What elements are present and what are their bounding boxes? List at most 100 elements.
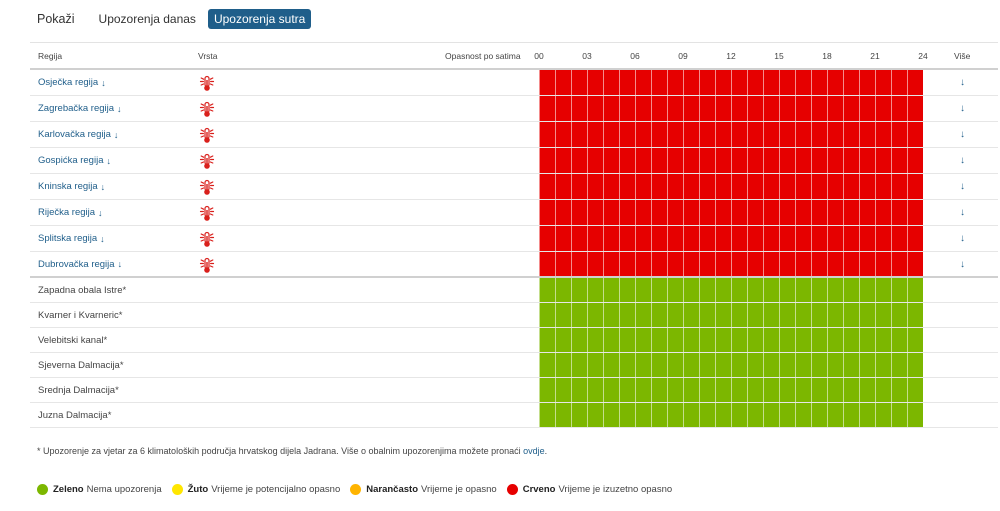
arrow-down-icon: ↓: [100, 233, 105, 244]
arrow-down-icon: ↓: [106, 155, 111, 166]
header-hazard: Opasnost po satima: [445, 51, 521, 61]
arrow-down-icon: ↓: [98, 207, 103, 218]
table-row: Srednja Dalmacija*: [30, 378, 998, 403]
legend-dot-red: [506, 484, 518, 495]
hazard-bar-green: [539, 353, 923, 377]
region-link[interactable]: Karlovačka regija ↓: [38, 122, 118, 147]
show-bar: Pokaži Upozorenja danas Upozorenja sutra: [37, 9, 317, 29]
show-label: Pokaži: [37, 12, 75, 26]
hour-tick: 21: [870, 51, 880, 61]
legend-dot-green: [37, 484, 48, 495]
sea-area-name: Velebitski kanal*: [38, 334, 108, 346]
heat-thermometer-icon: [198, 230, 216, 248]
hazard-bar-green: [539, 328, 923, 352]
hazard-bar-green: [539, 378, 923, 402]
heat-thermometer-icon: [198, 126, 216, 144]
hazard-bar-red: [539, 70, 923, 95]
legend-item-green: Zeleno Nema upozorenja: [37, 484, 162, 495]
note-end: .: [544, 446, 548, 456]
region-name: Osječka regija: [38, 77, 99, 88]
hour-tick: 09: [678, 51, 688, 61]
arrow-down-icon: ↓: [117, 259, 123, 269]
hazard-bar-green: [539, 403, 923, 427]
more-arrow-down-icon[interactable]: ↓: [960, 181, 965, 192]
arrow-down-icon: ↓: [101, 77, 106, 88]
header-region: Regija: [38, 51, 63, 61]
legend-item-orange: Narančasto Vrijeme je opasno: [350, 484, 497, 495]
table-header: Regija Vrsta Opasnost po satima 00 03 06…: [30, 42, 998, 70]
legend-desc: Vrijeme je potencijalno opasno: [211, 484, 341, 495]
table-row: Juzna Dalmacija*: [30, 403, 998, 428]
hazard-bar-red: [539, 122, 923, 147]
region-name: Splitska regija: [38, 233, 98, 244]
region-name: Kninska regija: [38, 181, 98, 192]
heat-thermometer-icon: [198, 178, 216, 196]
note-text: * Upozorenje za vjetar za 6 klimatološki…: [37, 446, 524, 456]
region-link[interactable]: Splitska regija ↓: [38, 226, 105, 251]
hour-tick: 00: [534, 51, 544, 61]
more-arrow-down-icon[interactable]: ↓: [960, 77, 965, 88]
heat-thermometer-icon: [198, 74, 216, 92]
more-arrow-down-icon[interactable]: ↓: [960, 103, 965, 114]
hazard-bar-red: [539, 96, 923, 121]
more-arrow-down-icon[interactable]: ↓: [960, 207, 965, 218]
legend-label: Narančasto: [366, 484, 418, 495]
table-row: Riječka regija ↓ ↓: [30, 200, 998, 226]
hour-tick: 15: [774, 51, 784, 61]
legend-label: Zeleno: [53, 484, 84, 495]
region-link[interactable]: Kninska regija ↓: [38, 174, 105, 199]
header-more: Više: [954, 51, 971, 61]
legend-desc: Vrijeme je izuzetno opasno: [558, 484, 673, 495]
region-link[interactable]: Riječka regija ↓: [38, 200, 103, 225]
region-link[interactable]: Gospićka regija ↓: [38, 148, 111, 173]
table-row: Dubrovačka regija ↓ ↓: [30, 252, 998, 278]
legend-label: Crveno: [522, 484, 556, 495]
table-row: Gospićka regija ↓ ↓: [30, 148, 998, 174]
warnings-table: Regija Vrsta Opasnost po satima 00 03 06…: [30, 42, 998, 428]
note-link[interactable]: ovdje: [523, 446, 545, 456]
tab-warnings-today[interactable]: Upozorenja danas: [98, 12, 196, 26]
table-row: Kninska regija ↓ ↓: [30, 174, 998, 200]
more-arrow-down-icon[interactable]: ↓: [960, 258, 965, 270]
region-name: Riječka regija: [38, 207, 96, 218]
arrow-down-icon: ↓: [117, 103, 122, 114]
table-row: Osječka regija ↓ ↓: [30, 70, 998, 96]
sea-area-name: Zapadna obala Istre*: [38, 284, 127, 296]
hazard-bar-red: [539, 252, 923, 276]
heat-thermometer-icon: [198, 256, 216, 274]
region-name: Zagrebačka regija: [38, 103, 115, 114]
legend-label: Žuto: [187, 484, 209, 495]
hour-tick: 03: [582, 51, 592, 61]
table-row: Splitska regija ↓ ↓: [30, 226, 998, 252]
legend-item-red: Crveno Vrijeme je izuzetno opasno: [506, 484, 673, 495]
table-row: Zagrebačka regija ↓ ↓: [30, 96, 998, 122]
more-arrow-down-icon[interactable]: ↓: [960, 233, 965, 244]
hazard-bar-green: [539, 303, 923, 327]
tab-warnings-tomorrow[interactable]: Upozorenja sutra: [207, 9, 312, 29]
hazard-bar-red: [539, 200, 923, 225]
region-link[interactable]: Dubrovačka regija ↓: [38, 252, 122, 276]
hour-tick: 06: [630, 51, 640, 61]
wind-warning-note: * Upozorenje za vjetar za 6 klimatološki…: [37, 446, 547, 456]
hour-tick: 12: [726, 51, 736, 61]
hazard-bar-green: [539, 278, 923, 302]
region-name: Gospićka regija: [38, 155, 104, 166]
more-arrow-down-icon[interactable]: ↓: [960, 155, 965, 166]
legend-dot-yellow: [171, 484, 183, 495]
table-row: Sjeverna Dalmacija*: [30, 353, 998, 378]
more-arrow-down-icon[interactable]: ↓: [960, 129, 965, 140]
table-row: Velebitski kanal*: [30, 328, 998, 353]
table-row: Kvarner i Kvarneric*: [30, 303, 998, 328]
sea-area-name: Kvarner i Kvarneric*: [38, 309, 123, 321]
hazard-bar-red: [539, 174, 923, 199]
region-link[interactable]: Osječka regija ↓: [38, 70, 106, 95]
region-link[interactable]: Zagrebačka regija ↓: [38, 96, 122, 121]
legend-desc: Vrijeme je opasno: [421, 484, 497, 495]
legend: Zeleno Nema upozorenja Žuto Vrijeme je p…: [37, 484, 682, 495]
legend-dot-orange: [350, 484, 362, 495]
table-row: Zapadna obala Istre*: [30, 278, 998, 303]
legend-item-yellow: Žuto Vrijeme je potencijalno opasno: [171, 484, 341, 495]
heat-thermometer-icon: [198, 204, 216, 222]
header-type: Vrsta: [198, 51, 218, 61]
hour-tick: 18: [822, 51, 832, 61]
